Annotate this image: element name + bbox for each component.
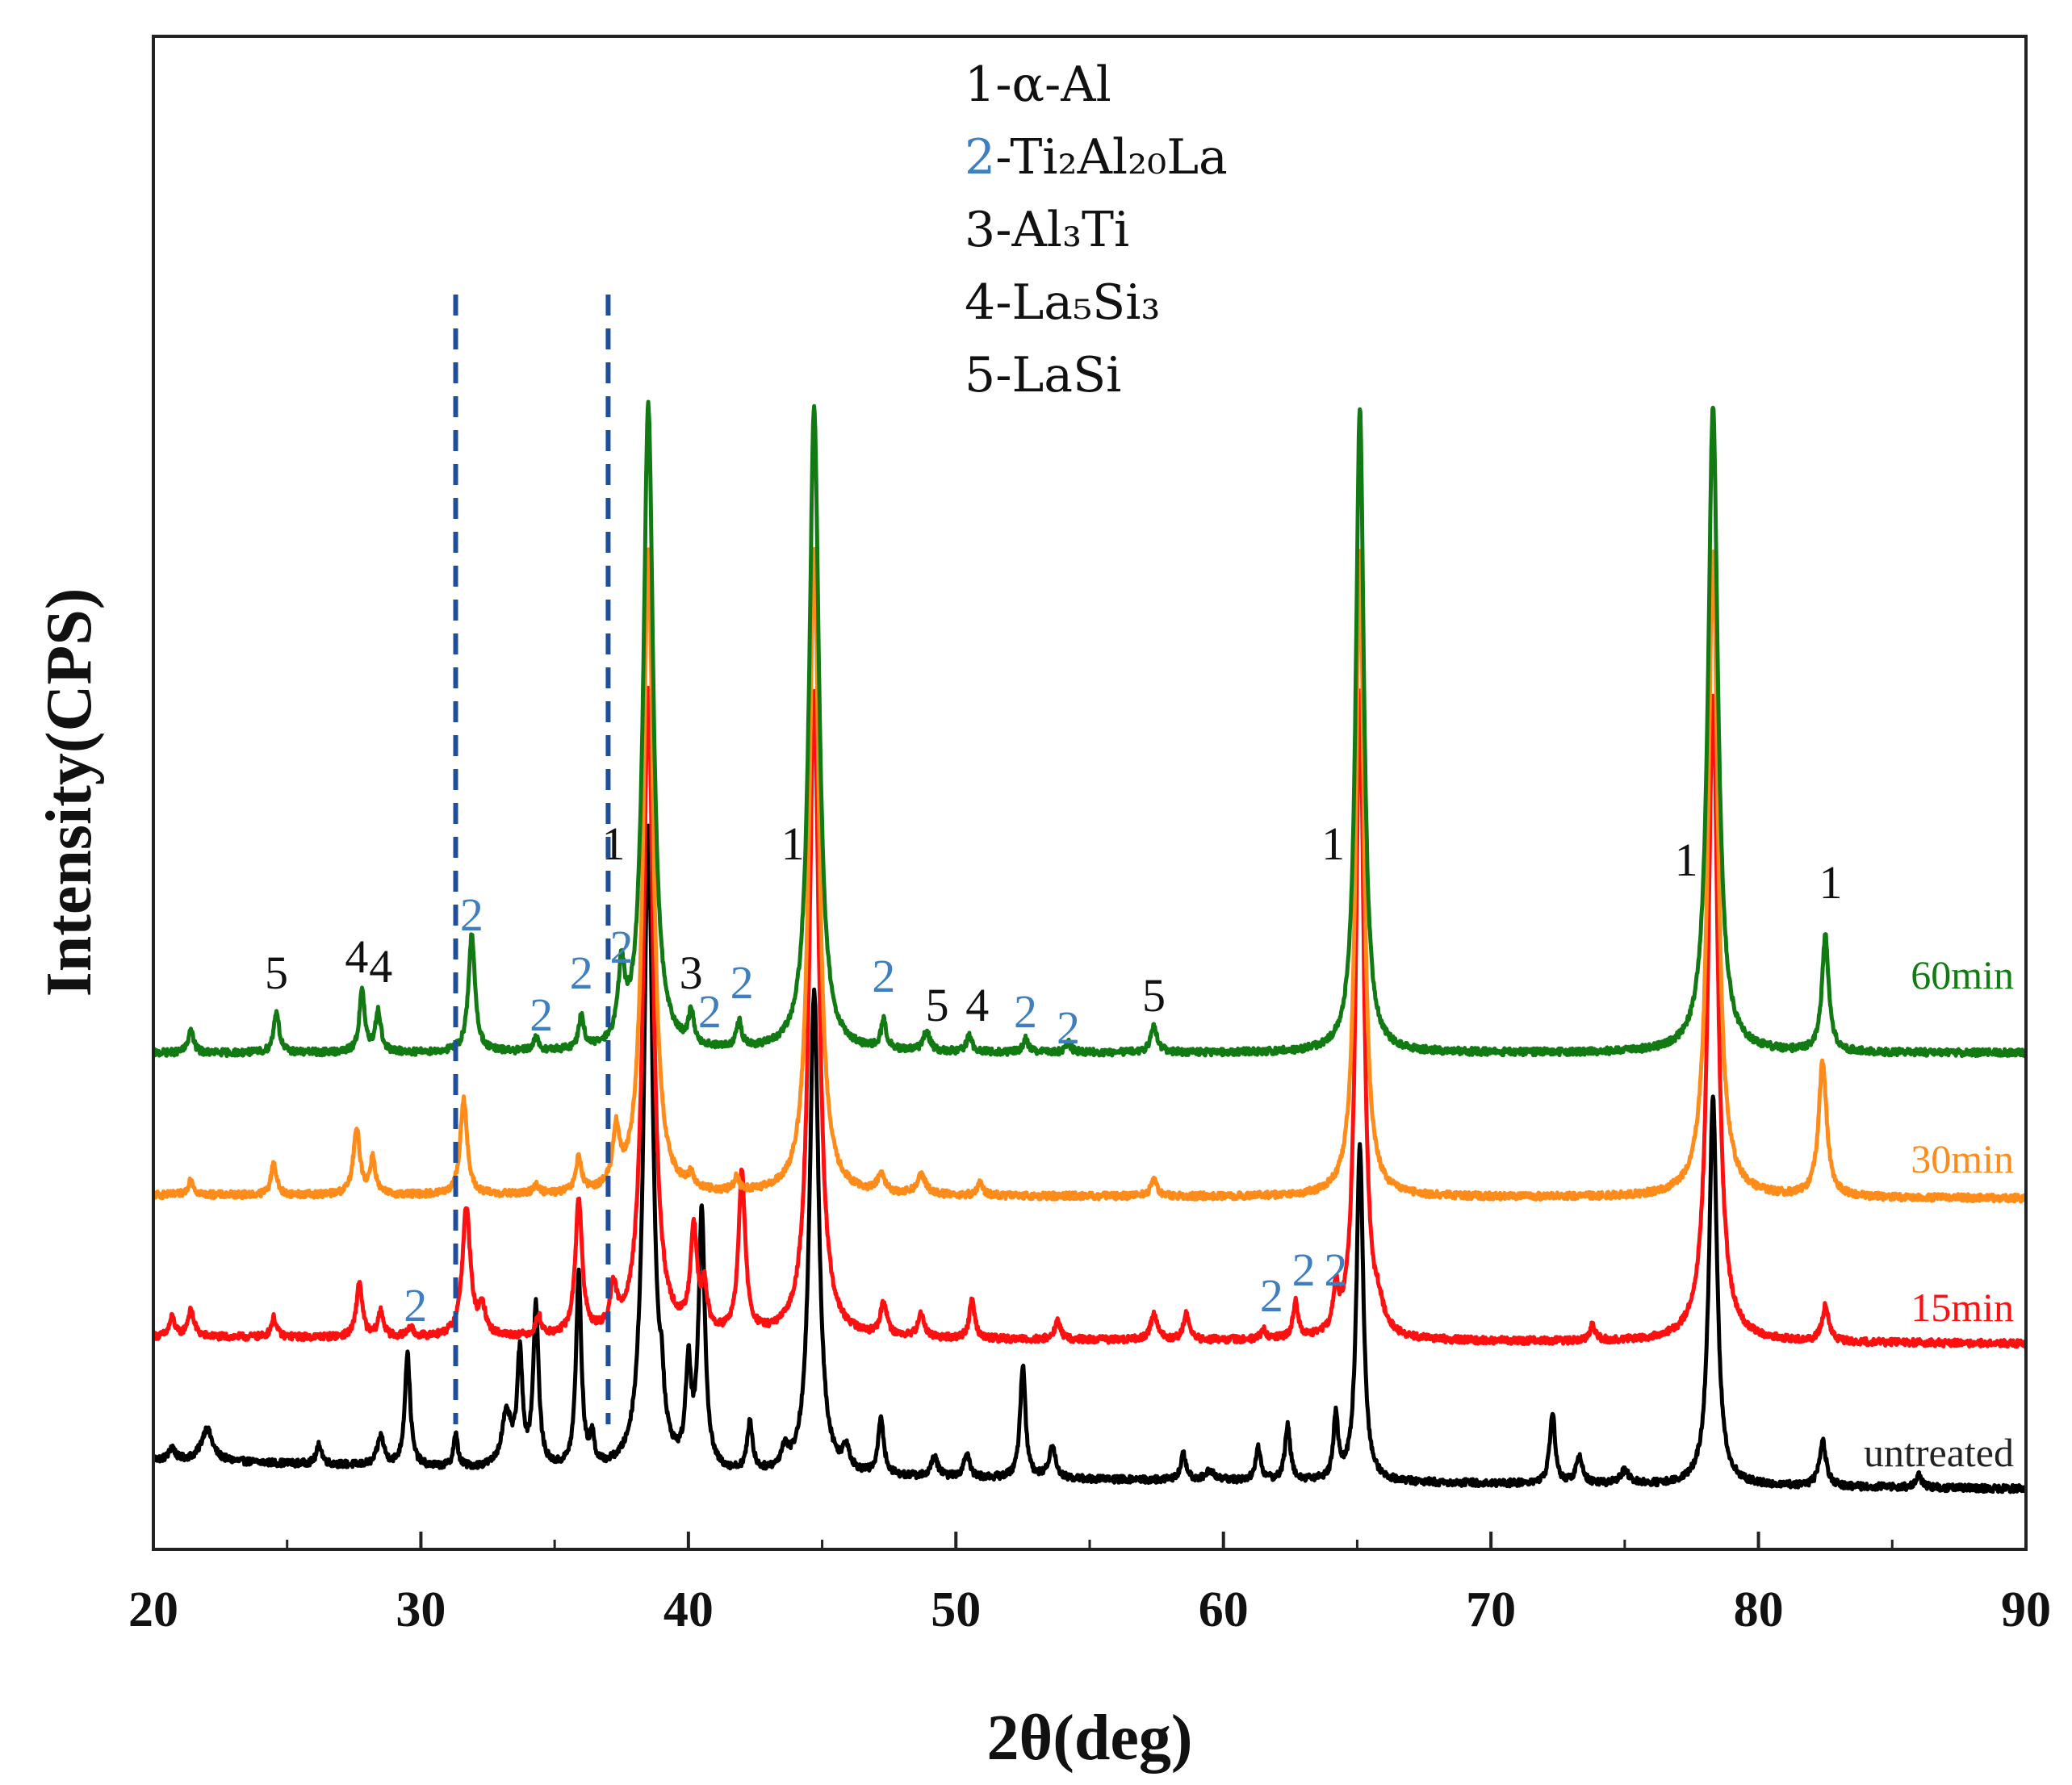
x-tick-label: 40 (663, 1582, 714, 1637)
x-tick-label: 20 (128, 1582, 178, 1637)
peak-label: 1 (602, 817, 626, 870)
peak-label: 5 (1142, 969, 1166, 1022)
series-label-untreated: untreated (1864, 1430, 2014, 1475)
legend-entry-3: 3-Al₃Ti (965, 202, 1129, 258)
peak-label: 2 (404, 1279, 427, 1331)
peak-label: 4 (345, 930, 368, 983)
x-tick-label: 30 (396, 1582, 446, 1637)
legend: 1-α-Al 2-Ti₂Al₂₀La 3-Al₃Ti 4-La₅Si₃ 5-La… (965, 56, 1228, 403)
series-line-15min (153, 685, 2026, 1349)
peak-label: 2 (1260, 1269, 1283, 1322)
peak-label: 2 (610, 921, 634, 973)
x-tick-label: 70 (1466, 1582, 1516, 1637)
x-axis-title: 2θ(deg) (986, 1703, 1192, 1774)
y-axis-title: Intensity(CPS) (34, 588, 105, 997)
peak-label: 2 (730, 956, 754, 1009)
legend-entry-1: 1-α-Al (965, 56, 1111, 113)
peak-label: 1 (781, 817, 805, 870)
x-axis-ticks: 20 30 40 50 60 70 80 90 (128, 1532, 2051, 1637)
peak-label: 4 (369, 940, 392, 993)
series-label-30min: 30min (1911, 1136, 2014, 1181)
series-label-60min: 60min (1911, 952, 2014, 997)
peak-label: 2 (570, 947, 593, 999)
series-layer (153, 399, 2026, 1494)
peak-label: 5 (265, 947, 288, 999)
x-tick-label: 50 (931, 1582, 981, 1637)
legend-entry-4: 4-La₅Si₃ (965, 274, 1160, 331)
peak-label: 2 (530, 989, 553, 1041)
legend-entry-5: 5-LaSi (965, 347, 1121, 403)
legend-entry-2: 2-Ti₂Al₂₀La (965, 129, 1228, 186)
peak-label: 2 (1014, 985, 1037, 1038)
series-label-15min: 15min (1911, 1285, 2014, 1330)
peak-label: 1 (1675, 834, 1698, 886)
series-labels: untreated 15min 30min 60min (1864, 952, 2014, 1475)
series-line-60min (153, 399, 2026, 1059)
peak-label: 2 (1292, 1244, 1316, 1296)
series-line-30min (153, 546, 2026, 1204)
peak-label: 1 (1321, 817, 1345, 870)
peak-label: 3 (680, 947, 703, 999)
peak-label: 1 (1819, 856, 1843, 909)
peak-label: 2 (698, 985, 722, 1038)
peak-label: 2 (1324, 1244, 1347, 1296)
series-line-untreated (153, 823, 2026, 1494)
peak-label: 5 (926, 979, 949, 1031)
peak-label: 2 (460, 888, 483, 941)
x-tick-label: 80 (1734, 1582, 1784, 1637)
peak-label: 2 (1057, 1001, 1080, 1054)
x-tick-label: 90 (2001, 1582, 2051, 1637)
reference-lines (453, 295, 611, 1424)
x-tick-label: 60 (1199, 1582, 1249, 1637)
peak-label: 2 (872, 950, 895, 1002)
peak-label: 4 (965, 979, 989, 1031)
